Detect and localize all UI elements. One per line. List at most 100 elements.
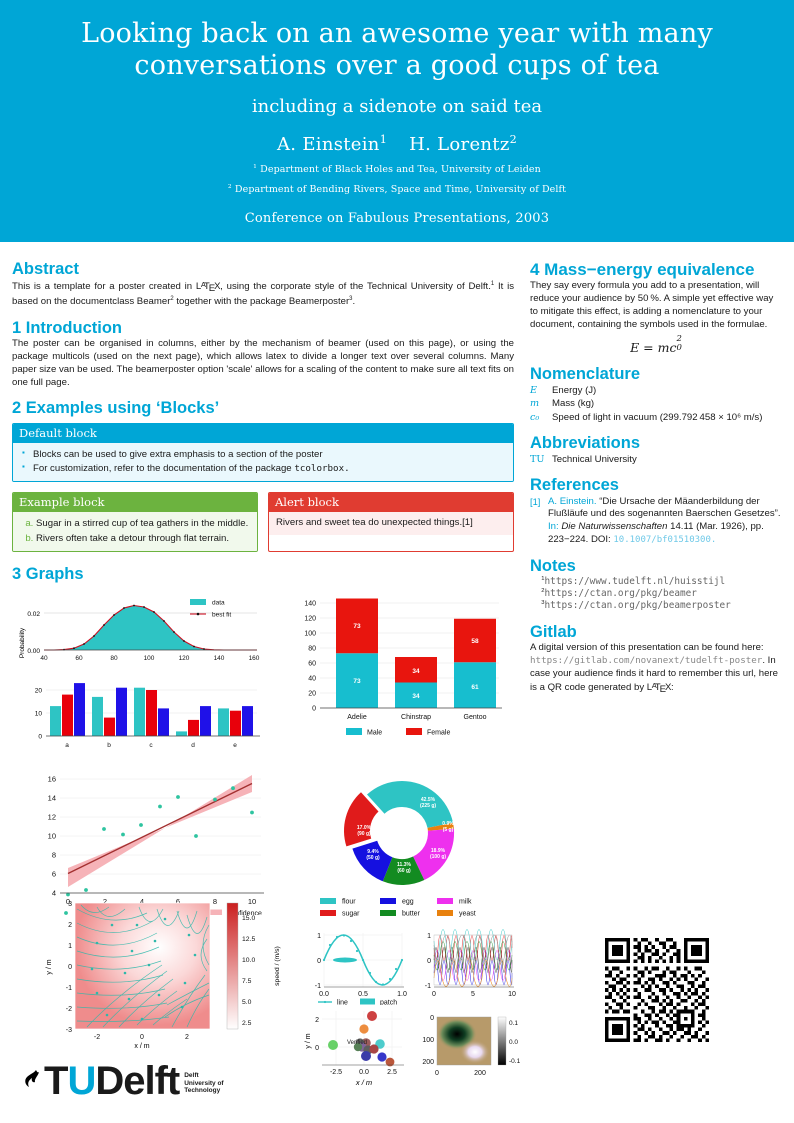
svg-text:120: 120	[179, 655, 190, 662]
note-url[interactable]: https://www.tudelft.nl/huisstijl	[544, 576, 726, 588]
streamlines	[76, 904, 210, 1028]
svg-text:e: e	[233, 742, 237, 749]
svg-text:1: 1	[317, 933, 321, 940]
model-line	[67, 782, 253, 875]
svg-text:4: 4	[140, 897, 144, 906]
legend: line patch	[318, 998, 397, 1005]
chart-gaussian: Probability 0.02 0.00 40 60 80	[19, 599, 260, 662]
reference-journal: Die Naturwissenschaften	[558, 521, 668, 533]
svg-text:-1: -1	[315, 983, 321, 990]
svg-text:10: 10	[48, 832, 56, 841]
legend: Male Female	[346, 728, 450, 737]
svg-text:7.5: 7.5	[242, 978, 252, 985]
legend-label: Male	[367, 730, 382, 737]
svg-text:3: 3	[68, 901, 72, 908]
reference-doi[interactable]: 10.1007/bf01510300.	[613, 534, 717, 545]
logo-wordmark: TUDelft	[44, 1059, 180, 1103]
y-tick-labels: 20	[315, 1017, 319, 1052]
chart-multiwave: 10-1 0 5 10	[425, 929, 516, 998]
alert-block: Alert block Rivers and sweet tea do unex…	[268, 492, 514, 552]
tick-label: 10	[35, 711, 43, 718]
data-points	[66, 786, 254, 897]
tick-label: 0.02	[27, 611, 40, 618]
note-entry: 3https://ctan.org/pkg/beamerposter	[541, 600, 731, 612]
pie-label-egg: 9.4%	[367, 849, 379, 855]
svg-text:Adelie: Adelie	[347, 714, 367, 721]
colorbar	[497, 1016, 507, 1066]
svg-text:1.0: 1.0	[397, 991, 407, 998]
svg-text:0: 0	[66, 897, 70, 906]
x-tick-labels: Adelie Chinstrap Gentoo	[347, 714, 486, 721]
legend-label: butter	[402, 911, 421, 918]
svg-text:0.0: 0.0	[509, 1039, 518, 1046]
legend-label: Female	[427, 730, 450, 737]
pie-label-milk-g: (100 g)	[430, 854, 446, 860]
legend: data best fit	[190, 599, 231, 619]
svg-text:40: 40	[308, 676, 316, 683]
bar-segment	[395, 682, 437, 709]
gitlab-url[interactable]: https://gitlab.com/novanext/tudelft-post…	[530, 654, 763, 666]
gitlab-heading: Gitlab	[530, 622, 577, 641]
svg-text:12: 12	[48, 813, 56, 822]
nomenclature-symbol: c₀	[530, 411, 540, 423]
note-url[interactable]: https://ctan.org/pkg/beamerposter	[544, 600, 731, 612]
pie-label-sugar: 17.0%	[357, 825, 372, 831]
pie-label-flour: 42.5%	[421, 797, 436, 803]
author-1: A. Einstein1	[276, 132, 388, 155]
alert-block-body: Rivers and sweet tea do unexpected thing…	[269, 512, 513, 535]
svg-text:40: 40	[40, 655, 48, 662]
note-entry: 1https://www.tudelft.nl/huisstijl	[541, 576, 726, 588]
svg-text:-1: -1	[66, 985, 72, 992]
introduction-text: The poster can be organised in columns, …	[12, 338, 514, 388]
svg-text:b: b	[107, 742, 111, 749]
svg-text:Gentoo: Gentoo	[464, 714, 487, 721]
poster-content: Abstract This is a template for a poster…	[0, 242, 794, 1087]
bar-value: 61	[471, 684, 479, 691]
svg-text:0: 0	[140, 1034, 144, 1041]
bar-segment	[336, 653, 378, 709]
svg-text:100: 100	[422, 1037, 434, 1044]
mass-energy-heading: 4 Mass−energy equivalence	[530, 260, 755, 280]
nomenclature-definition: Energy (J)	[552, 384, 597, 396]
svg-text:120: 120	[304, 616, 316, 623]
reference-volume: 14.11 (Mar. 1926), pp. 223−224.	[548, 521, 764, 545]
bubbles	[328, 1011, 395, 1067]
colorbar	[226, 902, 239, 1030]
abstract-text: This is a template for a poster created …	[12, 279, 515, 307]
pie-label-butter-g: (60 g)	[397, 868, 411, 874]
svg-text:2: 2	[103, 897, 107, 906]
formula-mass-energy: E = mc202	[630, 334, 682, 356]
logo-letter-t: T	[44, 1059, 68, 1103]
x-tick-labels: 0 5 10	[432, 991, 516, 998]
logo-letter-u: U	[67, 1059, 96, 1103]
pie-label-yeast: 0.9%	[442, 821, 454, 827]
author-2: H. Lorentz2	[409, 132, 518, 155]
svg-text:6: 6	[52, 870, 56, 879]
tick-label: 0	[38, 734, 42, 741]
nomenclature-symbol: m	[530, 398, 540, 410]
svg-text:0.1: 0.1	[509, 1020, 518, 1027]
note-url[interactable]: https://ctan.org/pkg/beamer	[544, 588, 697, 600]
svg-text:10: 10	[248, 897, 256, 906]
abstract-heading: Abstract	[12, 260, 79, 279]
affiliation-1: 1 Department of Black Holes and Tea, Uni…	[253, 163, 541, 175]
svg-text:c: c	[149, 742, 153, 749]
legend: flour egg milk sugar butter yeast	[320, 898, 476, 918]
right-column: 4 Mass−energy equivalence They say every…	[524, 250, 782, 1055]
pie-slice-yeast	[427, 822, 454, 831]
legend-label: data	[212, 600, 225, 607]
x-tick-labels: 40 60 80 100 120 140 160	[40, 655, 259, 662]
svg-text:200: 200	[422, 1059, 434, 1066]
pie-slice-butter	[382, 856, 425, 886]
nomenclature-symbol: E	[530, 384, 538, 396]
pie-slice-flour	[402, 781, 453, 828]
left-column: Abstract This is a template for a poster…	[12, 250, 524, 1087]
svg-text:2: 2	[68, 922, 72, 929]
legend-label: sugar	[342, 911, 360, 918]
chart-bubble-scatter: y / m	[305, 1011, 404, 1087]
nomenclature-heading: Nomenclature	[530, 365, 641, 384]
annotation-label: Verified	[347, 1040, 367, 1046]
svg-text:200: 200	[474, 1070, 486, 1077]
